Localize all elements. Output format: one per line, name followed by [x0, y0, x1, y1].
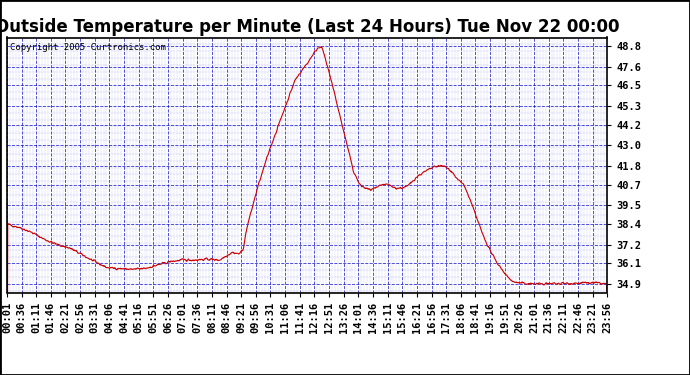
Text: Copyright 2005 Curtronics.com: Copyright 2005 Curtronics.com — [10, 43, 166, 52]
Title: Outside Temperature per Minute (Last 24 Hours) Tue Nov 22 00:00: Outside Temperature per Minute (Last 24 … — [0, 18, 620, 36]
